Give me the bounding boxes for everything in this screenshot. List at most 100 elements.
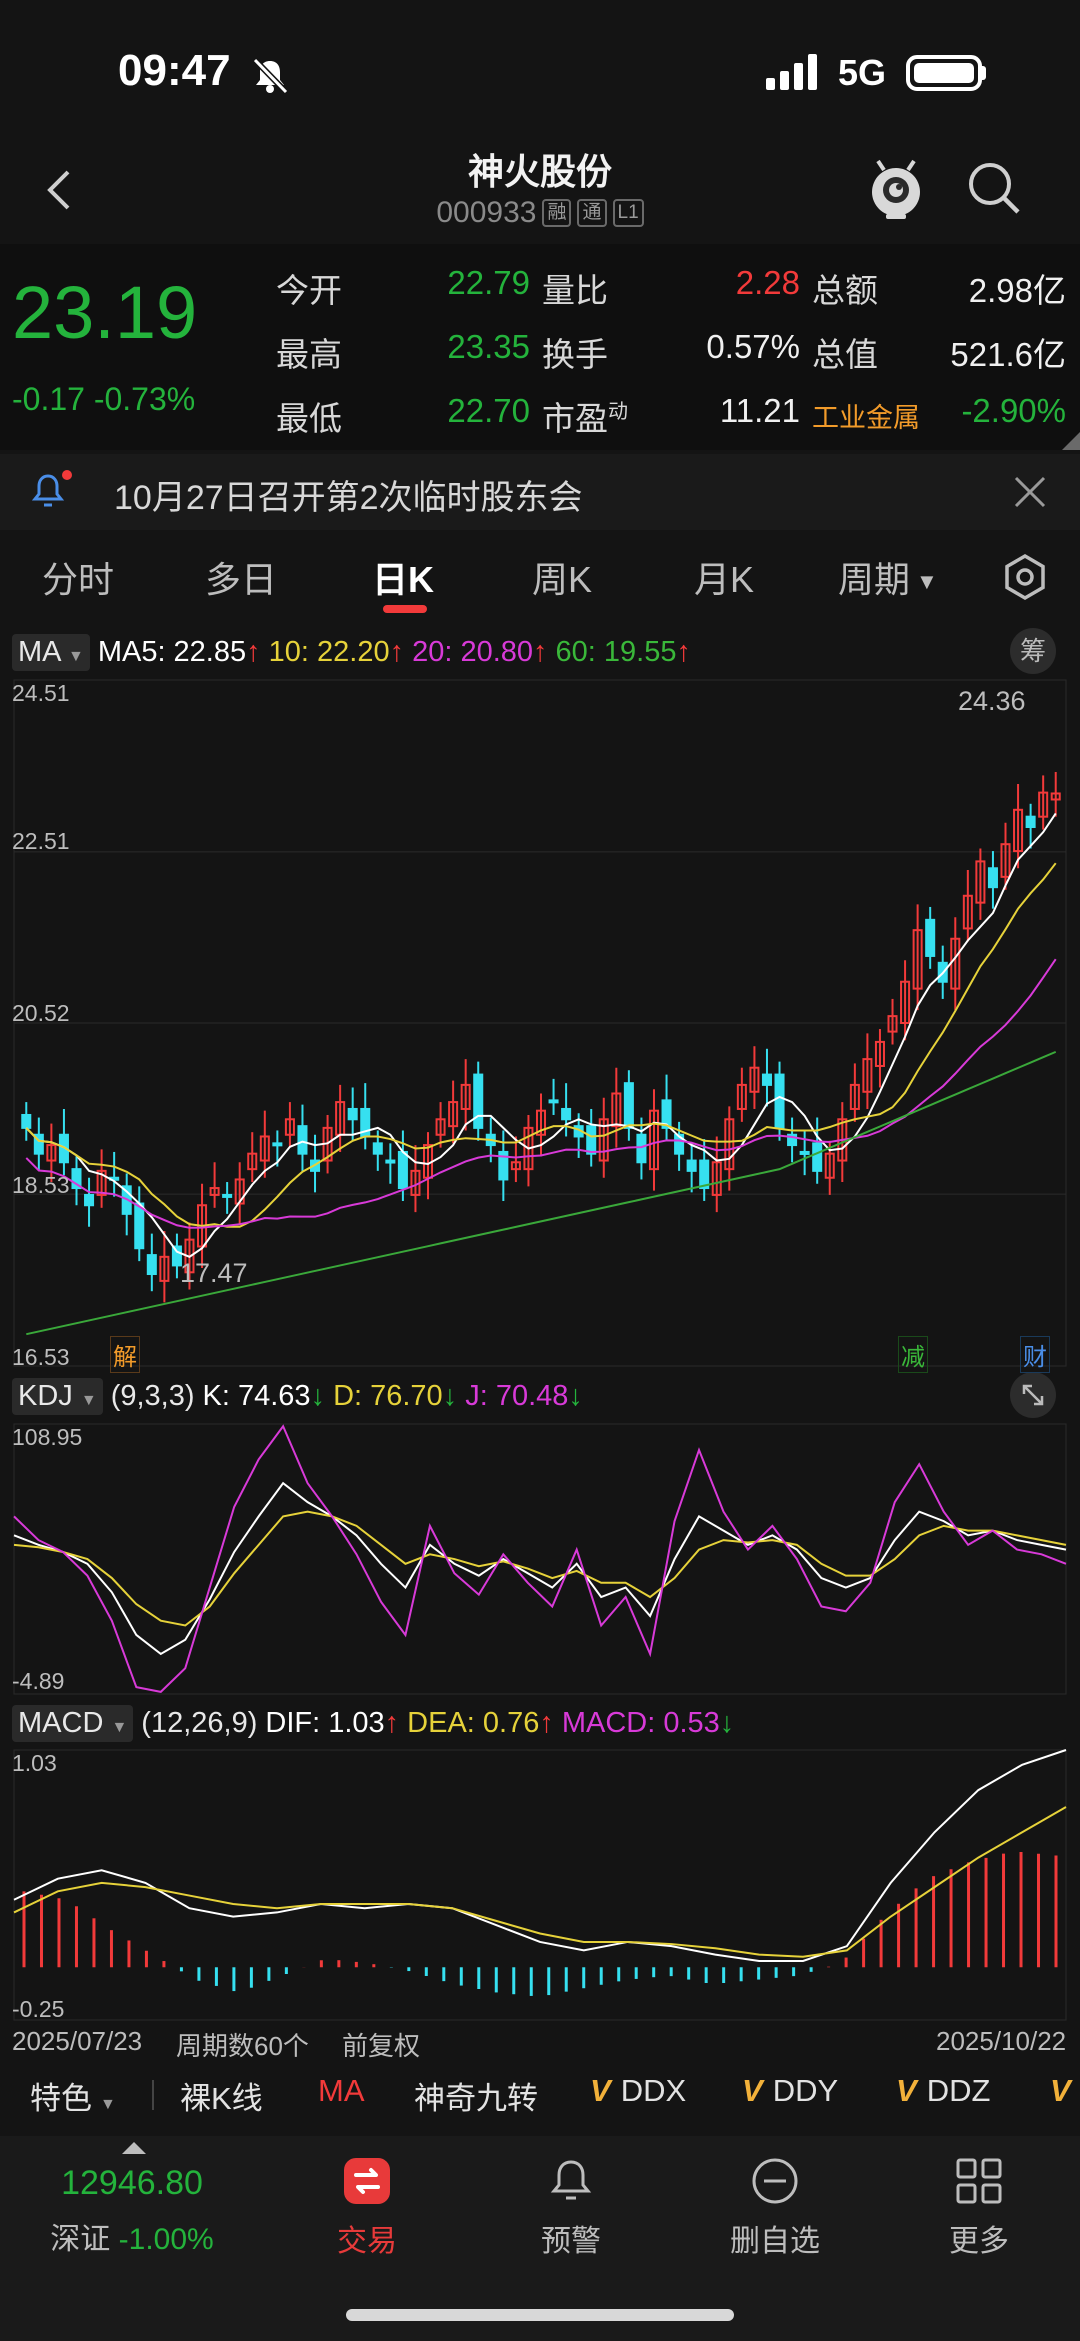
- ma5-line: [25, 812, 1057, 1258]
- reduce-holding-marker[interactable]: 减: [898, 1336, 928, 1373]
- arrow-up-icon: ↑: [246, 636, 261, 668]
- menu-more-v[interactable]: V: [1050, 2073, 1080, 2109]
- ma60-line: [26, 1050, 1057, 1336]
- candle-body: [372, 1142, 383, 1155]
- menu-bare-k[interactable]: 裸K线: [180, 2081, 263, 2116]
- arrow-down-icon: ↓: [310, 1380, 326, 1412]
- financial-report-marker[interactable]: 财: [1020, 1336, 1050, 1373]
- candle-body: [648, 1109, 660, 1171]
- signal-icon: [766, 54, 817, 90]
- pe-label: 市盈动: [542, 400, 628, 437]
- price-axis-tick: 18.53: [12, 1172, 70, 1198]
- change-percent: -0.73%: [93, 381, 196, 417]
- nav-alert-label[interactable]: 预警: [541, 2225, 601, 2258]
- adjust-mode[interactable]: 前复权: [342, 2031, 421, 2061]
- macd-axis-tick: 1.03: [12, 1750, 57, 1776]
- candle-body: [385, 1159, 396, 1164]
- menu-ddy[interactable]: V DDY: [742, 2073, 839, 2108]
- chip-distribution-button[interactable]: 筹: [1010, 628, 1056, 674]
- remove-watchlist-icon[interactable]: [750, 2156, 800, 2206]
- expand-icon[interactable]: [1010, 1372, 1056, 1418]
- candle-body: [674, 1133, 685, 1155]
- candle-body: [46, 1144, 57, 1162]
- panel-frame: [13, 1423, 1067, 1695]
- candle-body: [58, 1133, 69, 1164]
- index-value[interactable]: 12946.80: [61, 2164, 203, 2202]
- trade-icon[interactable]: [342, 2156, 392, 2206]
- home-indicator[interactable]: [346, 2309, 734, 2321]
- min-price-annotation: 17.47: [180, 1258, 248, 1288]
- menu-ma[interactable]: MA: [318, 2073, 365, 2108]
- more-grid-icon[interactable]: [954, 2156, 1004, 2206]
- price-axis-tick: 16.53: [12, 1344, 70, 1370]
- tab-intraday[interactable]: 分时: [42, 559, 115, 600]
- macd-selector[interactable]: MACD ▼: [12, 1705, 134, 1742]
- v-badge-icon: V: [742, 2073, 763, 2108]
- candle-body: [209, 1187, 220, 1196]
- ma-selector[interactable]: MA ▼: [12, 634, 90, 671]
- tab-weekly-k[interactable]: 周K: [532, 559, 593, 600]
- stock-name: 神火股份: [467, 151, 612, 192]
- index-info[interactable]: 深证 -1.00%: [20, 2214, 244, 2258]
- search-icon[interactable]: [966, 160, 1022, 216]
- ma20-value: 20: 20.80: [412, 636, 534, 668]
- menu-divider: [152, 2080, 154, 2110]
- close-icon[interactable]: [1012, 474, 1048, 510]
- settings-icon[interactable]: [1000, 552, 1050, 602]
- nav-more-label[interactable]: 更多: [949, 2225, 1009, 2258]
- v-badge-icon: V: [896, 2073, 917, 2108]
- candle-body: [761, 1073, 772, 1086]
- candle-body: [159, 1255, 170, 1282]
- ma5-value: MA5: 22.85: [97, 636, 247, 668]
- menu-ddz[interactable]: V DDZ: [896, 2073, 991, 2108]
- notice-bar[interactable]: [0, 454, 1080, 530]
- menu-ddx[interactable]: V DDX: [590, 2073, 687, 2108]
- price-axis-tick: 24.51: [12, 680, 70, 706]
- kdj-j-value: J: 70.48: [465, 1380, 569, 1412]
- expand-corner[interactable]: [1062, 432, 1080, 450]
- kline-chart[interactable]: [0, 0, 1080, 2100]
- tab-period[interactable]: 周期 ▼: [838, 559, 938, 600]
- indicator-menu: [0, 2062, 1080, 2128]
- index-expand-icon[interactable]: [122, 2142, 146, 2154]
- nav-remove-watchlist-label[interactable]: 删自选: [730, 2225, 820, 2258]
- ma60-value: 60: 19.55: [555, 636, 677, 668]
- alert-bell-icon[interactable]: [546, 2156, 596, 2206]
- v-badge-icon: V: [590, 2073, 611, 2108]
- candle-body: [397, 1150, 408, 1190]
- stock-code-row: 000933 融 通 L1: [0, 196, 1080, 230]
- unlock-marker[interactable]: 解: [110, 1336, 140, 1373]
- candle-body: [812, 1142, 823, 1172]
- open-label: 今开: [276, 272, 342, 309]
- candle-body: [586, 1125, 597, 1155]
- tab-multi-day[interactable]: 多日: [205, 559, 278, 600]
- candle-body: [134, 1202, 145, 1250]
- volume-ratio-label: 量比: [542, 272, 608, 309]
- menu-magic-nine[interactable]: 神奇九转: [414, 2081, 538, 2116]
- price-change: -0.17 -0.73%: [12, 381, 195, 418]
- macd-dif-value: DIF: 1.03: [265, 1707, 385, 1739]
- sector-name[interactable]: 工业金属: [812, 403, 920, 433]
- kdj-selector[interactable]: KDJ ▼: [12, 1378, 103, 1415]
- candle-body: [33, 1133, 44, 1155]
- candle-body: [523, 1126, 534, 1171]
- back-icon[interactable]: [44, 168, 72, 212]
- candle-body: [84, 1193, 95, 1207]
- tab-daily-k[interactable]: 日K: [372, 559, 434, 600]
- arrow-down-icon: ↓: [568, 1380, 583, 1412]
- candle-body: [925, 918, 936, 957]
- macd-header: MACD ▼ (12,26,9) DIF: 1.03 ↑ DEA: 0.76 ↑ M…: [12, 1705, 734, 1742]
- macd-dea-value: DEA: 0.76: [407, 1707, 540, 1739]
- notice-text[interactable]: 10月27日召开第2次临时股东会: [114, 479, 583, 517]
- robot-assistant-icon[interactable]: [866, 158, 926, 220]
- tab-monthly-k[interactable]: 月K: [694, 559, 755, 600]
- candle-body: [548, 1099, 559, 1104]
- nav-trade-label[interactable]: 交易: [337, 2225, 397, 2258]
- period-count: 周期数60个: [176, 2031, 309, 2061]
- candle-body: [347, 1107, 358, 1121]
- market-cap-label: 总值: [812, 336, 878, 373]
- candle-body: [686, 1159, 697, 1172]
- candle-body: [510, 1161, 521, 1171]
- menu-featured[interactable]: 特色 ▼: [30, 2081, 116, 2116]
- candle-body: [636, 1133, 647, 1164]
